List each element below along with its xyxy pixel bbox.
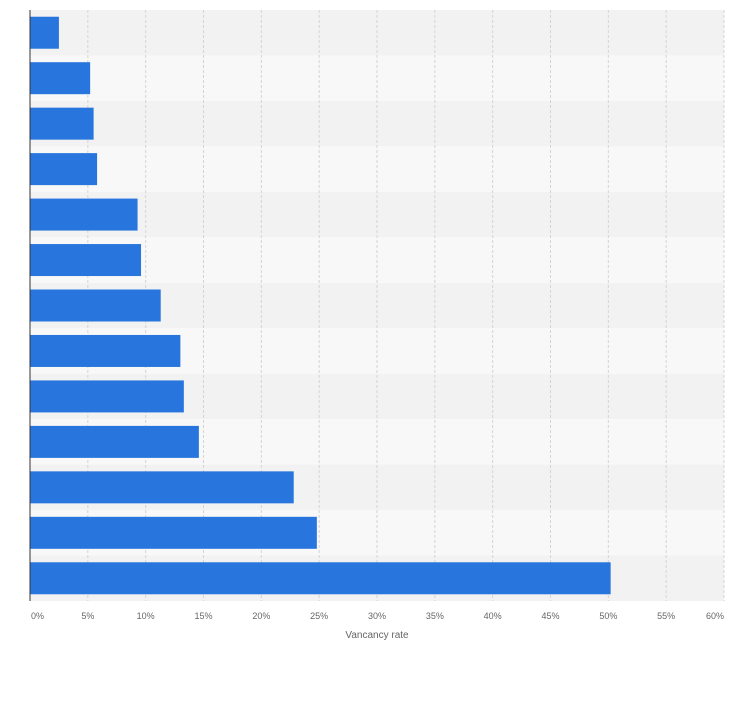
bar[interactable] xyxy=(30,471,294,504)
x-tick-label: 40% xyxy=(484,611,502,621)
bar[interactable] xyxy=(30,425,199,458)
bar[interactable] xyxy=(30,198,138,231)
bar[interactable] xyxy=(30,516,317,549)
x-axis-label: Vancancy rate xyxy=(345,630,409,641)
row-band xyxy=(30,55,724,101)
x-tick-label: 50% xyxy=(599,611,617,621)
row-band xyxy=(30,146,724,192)
x-tick-label: 5% xyxy=(81,611,94,621)
x-tick-labels: 0% 5% 10% 15% 20% 25% 30% 35% 40% 45% 50% 55% 60% xyxy=(31,611,724,621)
row-band xyxy=(30,100,724,147)
x-tick-label: 15% xyxy=(194,611,212,621)
row-band xyxy=(30,191,724,238)
x-tick-label: 55% xyxy=(657,611,675,621)
bar[interactable] xyxy=(30,62,91,95)
bar[interactable] xyxy=(30,107,94,140)
bar[interactable] xyxy=(30,153,98,186)
x-tick-label: 0% xyxy=(31,611,44,621)
x-tick-label: 20% xyxy=(252,611,270,621)
bars xyxy=(30,16,611,595)
bar[interactable] xyxy=(30,289,161,322)
bar[interactable] xyxy=(30,244,142,277)
x-tick-label: 60% xyxy=(706,611,724,621)
x-tick-label: 35% xyxy=(426,611,444,621)
bar[interactable] xyxy=(30,16,59,49)
x-tick-label: 25% xyxy=(310,611,328,621)
x-tick-label: 10% xyxy=(137,611,155,621)
x-tick-label: 30% xyxy=(368,611,386,621)
bar[interactable] xyxy=(30,562,611,595)
x-tick-label: 45% xyxy=(541,611,559,621)
bar[interactable] xyxy=(30,380,184,413)
bar[interactable] xyxy=(30,334,181,367)
